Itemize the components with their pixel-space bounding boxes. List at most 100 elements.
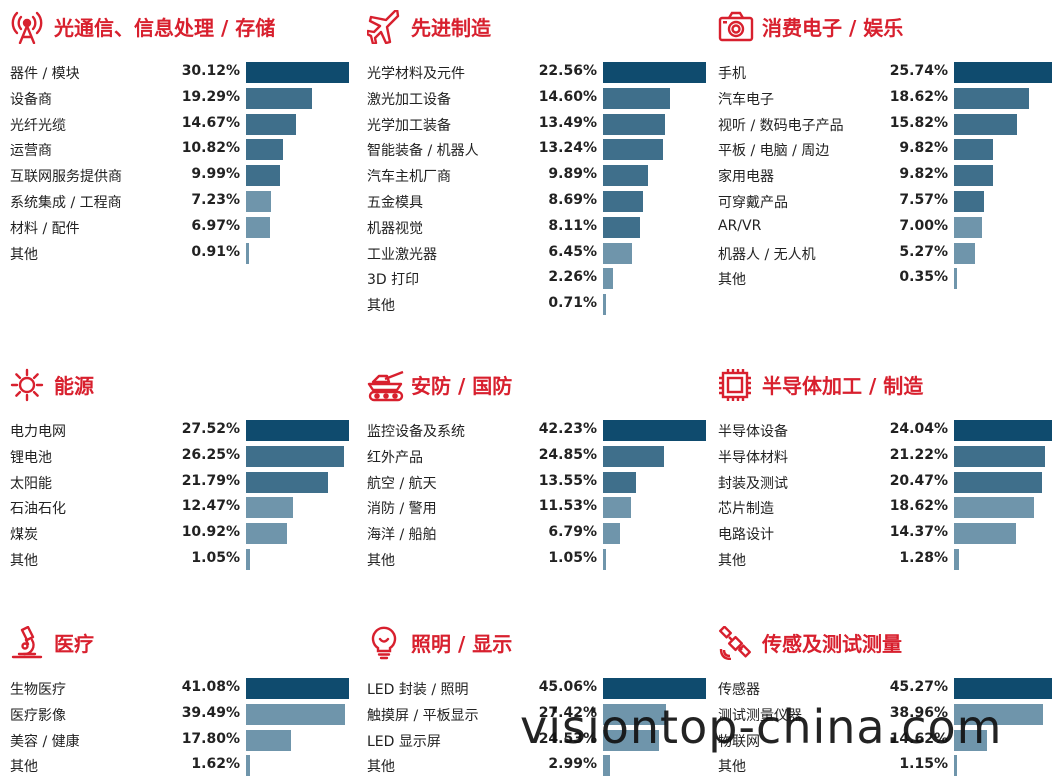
bar [954, 268, 957, 290]
bar-row: 煤炭 10.92% [10, 521, 350, 547]
value-label: 41.08% [181, 679, 240, 695]
bar-row: 光学加工装备 13.49% [367, 112, 707, 138]
value-label: 9.82% [899, 166, 948, 183]
value-label: 13.49% [538, 114, 597, 131]
bar [246, 216, 270, 238]
category-label: 设备商 [10, 91, 52, 108]
bar-row: 其他 0.35% [718, 266, 1052, 292]
bar [246, 497, 293, 519]
bar-row: 美容 / 健康 17.80% [10, 728, 350, 754]
bar [603, 165, 649, 187]
bar-row: 芯片制造 18.62% [718, 495, 1052, 521]
category-label: 其他 [718, 272, 746, 289]
bar [603, 729, 660, 751]
category-label: LED 显示屏 [367, 733, 441, 750]
bar-row: 光纤光缆 14.67% [10, 112, 350, 138]
value-label: 2.99% [548, 756, 597, 773]
bar-row: 测试测量仪器 38.96% [718, 702, 1052, 728]
category-label: 五金模具 [367, 195, 423, 211]
value-label: 6.97% [191, 217, 240, 234]
satellite-icon [718, 625, 752, 661]
bar [954, 678, 1052, 699]
bar [246, 523, 287, 545]
category-label: 传感器 [718, 682, 760, 698]
bar [246, 549, 250, 570]
chart-title: 医疗 [54, 632, 94, 656]
chart-header: 消费电子 / 娱乐 [718, 4, 1052, 44]
category-label: 芯片制造 [718, 501, 774, 518]
category-label: 其他 [718, 759, 746, 776]
category-label: 航空 / 航天 [367, 475, 437, 492]
category-label: 触摸屏 / 平板显示 [367, 707, 479, 724]
value-label: 1.15% [899, 756, 948, 773]
chart-header: 安防 / 国防 [367, 362, 707, 402]
airplane-icon [365, 7, 401, 46]
value-label: 8.69% [548, 192, 597, 208]
bar-row: 传感器 45.27% [718, 676, 1052, 702]
bar-row: AR/VR 7.00% [718, 215, 1052, 241]
category-label: 激光加工设备 [367, 91, 451, 108]
bar [954, 729, 988, 751]
value-label: 10.92% [181, 524, 240, 541]
bar-row: 设备商 19.29% [10, 86, 350, 112]
bar [603, 523, 620, 545]
value-label: 27.42% [538, 704, 597, 721]
category-label: 电路设计 [718, 527, 774, 544]
lightbulb-icon [367, 626, 401, 660]
bar-row: 可穿戴产品 7.57% [718, 189, 1052, 215]
bar [246, 191, 271, 212]
category-label: 其他 [10, 246, 38, 263]
bar-row: 监控设备及系统 42.23% [367, 418, 707, 444]
chart-title: 半导体加工 / 制造 [762, 374, 924, 398]
value-label: 12.47% [181, 498, 240, 515]
bar [603, 294, 607, 316]
bar-row: 封装及测试 20.47% [718, 470, 1052, 496]
bar [954, 87, 1029, 109]
category-label: 锂电池 [10, 449, 52, 466]
category-label: 其他 [367, 759, 395, 776]
value-label: 21.22% [889, 446, 948, 463]
bar-row: 石油石化 12.47% [10, 495, 350, 521]
bar [954, 703, 1043, 725]
category-label: 互联网服务提供商 [10, 169, 122, 186]
chart-header: 先进制造 [365, 4, 707, 46]
bar [954, 242, 976, 264]
value-label: 6.79% [548, 524, 597, 541]
bar [246, 113, 297, 135]
bar [246, 62, 349, 83]
value-label: 0.71% [548, 295, 597, 312]
bar [954, 497, 1034, 519]
bar [246, 471, 328, 493]
bar [246, 165, 281, 187]
bar-row: 其他 2.99% [367, 753, 707, 779]
category-label: 可穿戴产品 [718, 195, 788, 211]
sun-icon [10, 368, 44, 402]
category-label: 生物医疗 [10, 682, 66, 698]
chart-title: 消费电子 / 娱乐 [762, 16, 904, 40]
category-label: 物联网 [718, 733, 760, 750]
bar-row: 运营商 10.82% [10, 137, 350, 163]
bar [954, 549, 960, 570]
value-label: 18.62% [889, 88, 948, 105]
bar-row: 触摸屏 / 平板显示 27.42% [367, 702, 707, 728]
value-label: 8.11% [548, 217, 597, 234]
bar [246, 755, 251, 777]
bar-row: 视听 / 数码电子产品 15.82% [718, 112, 1052, 138]
camera-icon [718, 10, 754, 44]
value-label: 39.49% [181, 704, 240, 721]
chart-title: 光通信、信息处理 / 存储 [54, 16, 276, 40]
value-label: 22.56% [538, 63, 597, 79]
value-label: 9.99% [191, 166, 240, 183]
value-label: 1.05% [548, 550, 597, 566]
bar [954, 113, 1018, 135]
chart-title: 能源 [54, 374, 94, 398]
category-label: 其他 [10, 553, 38, 569]
bar-row: 智能装备 / 机器人 13.24% [367, 137, 707, 163]
category-label: 电力电网 [10, 424, 66, 440]
bar [954, 165, 994, 187]
bar-row: 其他 1.15% [718, 753, 1052, 779]
bar-row: 机器视觉 8.11% [367, 215, 707, 241]
value-label: 0.35% [899, 269, 948, 286]
bar [603, 471, 637, 493]
value-label: 42.23% [538, 421, 597, 437]
